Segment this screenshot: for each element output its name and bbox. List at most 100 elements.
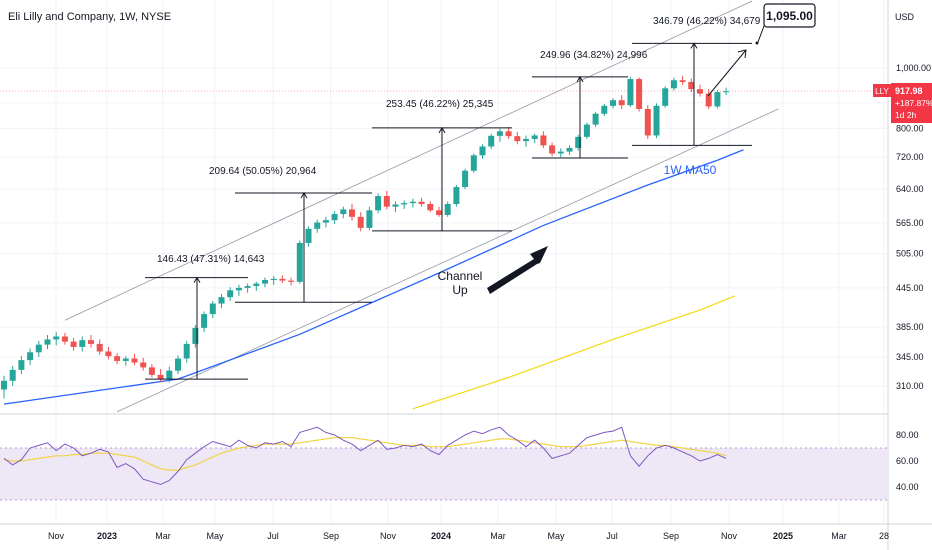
candle[interactable] xyxy=(636,77,643,112)
candle[interactable] xyxy=(296,240,303,284)
candle[interactable] xyxy=(262,277,268,288)
candle[interactable] xyxy=(270,275,277,285)
candle-body xyxy=(157,374,164,380)
candle[interactable] xyxy=(166,366,173,383)
candle[interactable] xyxy=(505,126,512,139)
price-axis-label: 720.00 xyxy=(896,152,924,162)
candle[interactable] xyxy=(427,201,434,213)
projection-arrowhead xyxy=(737,49,747,59)
candle[interactable] xyxy=(235,284,242,296)
candle[interactable] xyxy=(131,353,138,365)
candle[interactable] xyxy=(61,332,68,345)
candle[interactable] xyxy=(662,86,669,108)
candle[interactable] xyxy=(697,84,703,97)
candle[interactable] xyxy=(201,311,208,333)
candles[interactable] xyxy=(1,75,730,399)
candle[interactable] xyxy=(409,198,416,208)
candle[interactable] xyxy=(705,89,712,109)
candle[interactable] xyxy=(122,356,129,366)
candle[interactable] xyxy=(392,201,399,213)
candle[interactable] xyxy=(523,135,529,147)
candle[interactable] xyxy=(357,212,364,232)
candle[interactable] xyxy=(453,184,460,207)
candle[interactable] xyxy=(401,200,408,209)
candle[interactable] xyxy=(383,190,390,210)
candle[interactable] xyxy=(148,364,155,378)
target-annotation[interactable]: 1,095.00 xyxy=(755,3,816,45)
candle[interactable] xyxy=(18,356,25,375)
candle[interactable] xyxy=(349,203,355,221)
candle[interactable] xyxy=(436,206,442,217)
candle[interactable] xyxy=(549,142,556,157)
candle[interactable] xyxy=(592,112,599,127)
candle[interactable] xyxy=(575,134,582,151)
candle[interactable] xyxy=(670,77,677,91)
candle[interactable] xyxy=(340,206,347,219)
candle[interactable] xyxy=(723,87,730,96)
candle[interactable] xyxy=(496,128,503,142)
candle[interactable] xyxy=(375,193,382,214)
candle[interactable] xyxy=(27,348,34,365)
candle[interactable] xyxy=(479,144,486,159)
candle-body xyxy=(479,146,486,156)
candle-body xyxy=(35,344,42,353)
candle[interactable] xyxy=(679,75,686,85)
candle[interactable] xyxy=(557,148,564,158)
candle[interactable] xyxy=(79,336,86,352)
candle[interactable] xyxy=(288,277,295,286)
candle[interactable] xyxy=(114,353,121,365)
time-axis[interactable]: Nov 2023 Mar May Jul Sep Nov 2024 Mar May Jul Sep No… xyxy=(48,531,889,541)
candle-body xyxy=(670,80,677,89)
candle[interactable] xyxy=(653,103,660,139)
candle[interactable] xyxy=(688,78,695,93)
candle[interactable] xyxy=(514,132,521,145)
candle[interactable] xyxy=(331,211,338,224)
price-axis-label: 1,000.00 xyxy=(896,63,931,73)
candle[interactable] xyxy=(488,133,495,150)
candle[interactable] xyxy=(540,131,547,148)
candle[interactable] xyxy=(627,76,634,108)
candle-body xyxy=(1,380,7,390)
candle[interactable] xyxy=(470,153,477,173)
candle[interactable] xyxy=(531,133,538,144)
candle[interactable] xyxy=(305,226,312,247)
candle[interactable] xyxy=(105,346,112,360)
candle[interactable] xyxy=(44,335,51,350)
price-axis-label: 385.00 xyxy=(896,322,924,332)
candle[interactable] xyxy=(53,332,60,346)
candle[interactable] xyxy=(244,283,251,293)
candle[interactable] xyxy=(418,197,425,207)
candle[interactable] xyxy=(444,201,451,217)
candle-body xyxy=(88,340,94,344)
candle[interactable] xyxy=(566,145,573,155)
candle[interactable] xyxy=(714,90,721,109)
rsi-indicator xyxy=(3,426,727,485)
candle[interactable] xyxy=(227,287,234,301)
candle[interactable] xyxy=(462,168,469,190)
symbol-badge-bg xyxy=(873,84,891,97)
candle[interactable] xyxy=(1,375,7,399)
move-label: 249.96 (34.82%) 24,996 xyxy=(540,50,648,61)
candle[interactable] xyxy=(618,95,625,109)
candle[interactable] xyxy=(644,105,651,139)
candle[interactable] xyxy=(583,122,590,139)
candle[interactable] xyxy=(253,281,260,291)
candle[interactable] xyxy=(610,98,616,109)
candle[interactable] xyxy=(279,275,286,284)
candle[interactable] xyxy=(35,340,42,357)
candle[interactable] xyxy=(192,325,199,348)
candle[interactable] xyxy=(140,357,147,371)
candle[interactable] xyxy=(314,219,321,233)
candle[interactable] xyxy=(322,216,329,228)
candle[interactable] xyxy=(70,337,77,351)
candle[interactable] xyxy=(601,103,608,116)
candle[interactable] xyxy=(209,300,216,319)
candle[interactable] xyxy=(96,339,103,355)
candle[interactable] xyxy=(218,294,225,309)
candle[interactable] xyxy=(175,355,181,375)
candle[interactable] xyxy=(183,340,190,363)
candle[interactable] xyxy=(366,206,373,231)
candle[interactable] xyxy=(88,335,94,348)
candle[interactable] xyxy=(9,365,16,386)
